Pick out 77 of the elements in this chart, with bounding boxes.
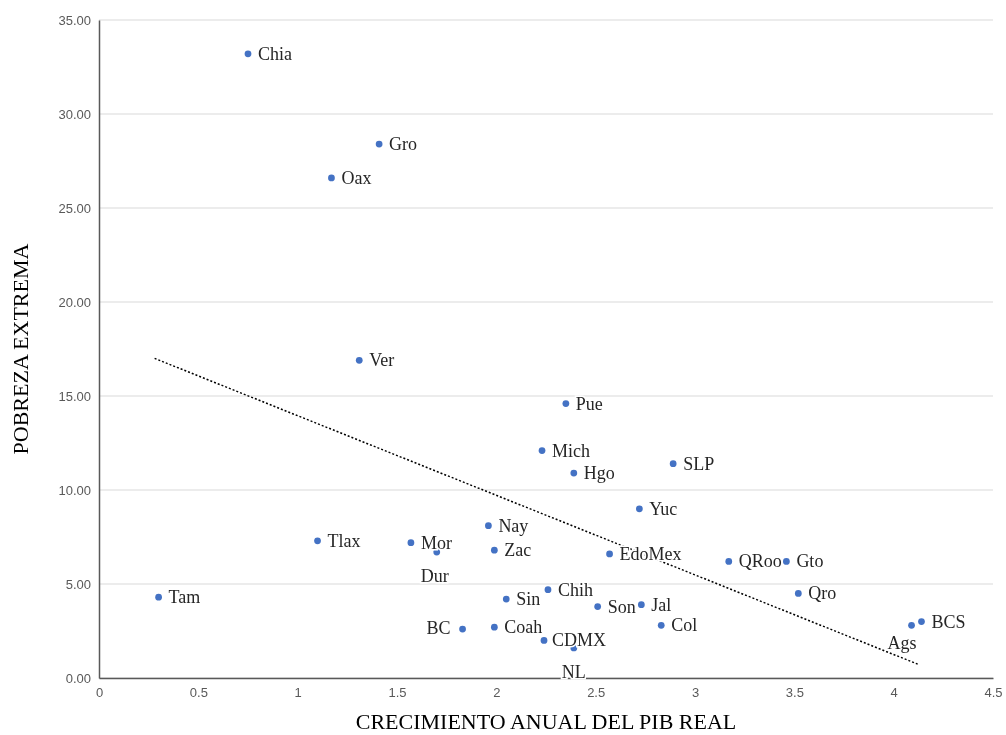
annotation: Qro <box>808 583 837 604</box>
x-axis-title: CRECIMIENTO ANUAL DEL PIB REAL <box>355 709 737 734</box>
y-tick-label: 25.00 <box>58 200 91 216</box>
annotation: BCS <box>931 611 966 632</box>
point <box>375 140 383 148</box>
point <box>635 505 643 513</box>
y-tick-label: 15.00 <box>58 388 91 404</box>
x-tick-label: 1 <box>294 685 302 701</box>
point <box>355 356 363 364</box>
x-tick-label: 0.5 <box>189 685 208 701</box>
point <box>725 558 733 565</box>
annotation: Chih <box>557 579 593 600</box>
annotation: Jal <box>651 594 672 615</box>
x-tick-label: 3 <box>691 685 700 701</box>
point <box>485 522 492 530</box>
point <box>407 539 415 547</box>
point <box>538 447 546 454</box>
x-tick-label: 3.5 <box>785 685 804 701</box>
point <box>328 174 335 182</box>
annotation: Nay <box>498 515 529 536</box>
annotation: CDMX <box>552 630 607 651</box>
annotation: Gto <box>796 551 824 572</box>
point <box>459 625 466 633</box>
annotation: QRoo <box>738 551 782 572</box>
annotation: Zac <box>504 540 532 561</box>
point <box>918 618 925 625</box>
x-tick-label: 2 <box>493 685 501 701</box>
annotation: BC <box>426 618 451 639</box>
x-tick-label: 4 <box>890 685 898 701</box>
annotation: Yuc <box>649 498 678 519</box>
annotation: NL <box>561 661 586 682</box>
y-axis-title: POBREZA EXTREMA <box>8 243 33 455</box>
y-tick-label: 10.00 <box>58 482 91 498</box>
annotation: Tam <box>168 587 201 608</box>
point <box>637 601 645 609</box>
x-tick-label: 4.5 <box>984 685 1003 701</box>
annotation: Mich <box>552 440 591 461</box>
annotation: SLP <box>683 453 715 474</box>
point <box>669 460 677 468</box>
y-tick-label: 20.00 <box>58 294 91 310</box>
annotation: Ver <box>369 350 395 371</box>
point <box>155 593 162 601</box>
annotation: Hgo <box>583 463 615 484</box>
x-tick-label: 0 <box>95 685 104 701</box>
point <box>490 546 498 554</box>
y-tick-label: 35.00 <box>58 12 91 28</box>
point <box>594 603 602 610</box>
point <box>562 400 570 407</box>
annotation: Son <box>607 596 636 617</box>
point <box>544 586 552 594</box>
point <box>908 621 915 629</box>
annotation: Tlax <box>327 530 361 551</box>
annotation: Chia <box>258 43 293 64</box>
annotation: Gro <box>389 134 418 155</box>
annotation: Oax <box>341 167 372 188</box>
point <box>314 537 321 545</box>
annotation: Ags <box>887 633 917 654</box>
annotation: Coah <box>504 617 543 638</box>
point <box>783 558 790 565</box>
point <box>540 637 548 644</box>
annotation: Col <box>671 615 698 636</box>
x-tick-label: 2.5 <box>587 685 606 701</box>
y-tick-label: 5.00 <box>65 576 91 592</box>
annotation: Mor <box>420 532 452 553</box>
annotation: Dur <box>420 566 449 587</box>
point <box>570 469 578 477</box>
annotation: Pue <box>575 393 603 414</box>
point <box>606 550 613 558</box>
point <box>502 595 510 603</box>
annotation: Sin <box>516 589 541 610</box>
y-tick-label: 0.00 <box>65 670 91 686</box>
point <box>244 50 252 58</box>
point <box>490 623 498 631</box>
point <box>657 621 665 629</box>
point <box>794 590 802 597</box>
y-tick-label: 30.00 <box>58 106 91 122</box>
x-tick-label: 1.5 <box>388 685 407 701</box>
